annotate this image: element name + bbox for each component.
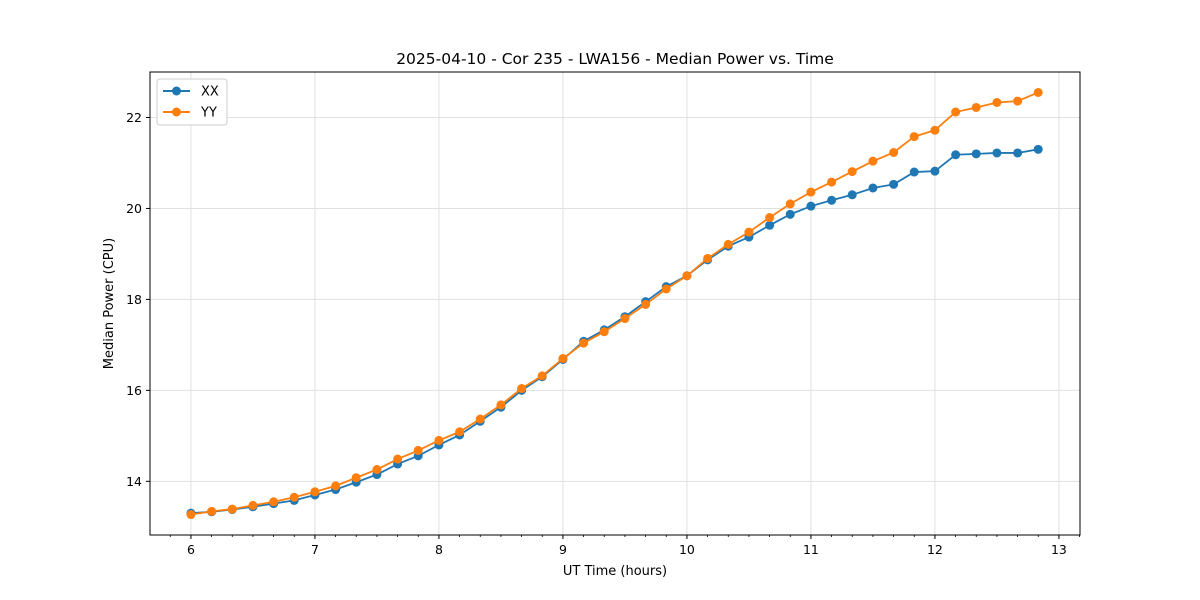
series-yy-point <box>558 354 568 364</box>
series-yy-point <box>579 338 589 348</box>
y-axis-title: Median Power (CPU) <box>102 238 117 369</box>
x-tick-label: 11 <box>803 542 819 557</box>
legend-yy-marker <box>172 107 181 117</box>
series-yy-point <box>682 271 692 281</box>
series-yy-point <box>889 148 899 158</box>
x-tick-label: 10 <box>679 542 695 557</box>
series-xx-point <box>868 183 878 193</box>
series-xx-point <box>889 179 899 189</box>
x-tick-label: 7 <box>311 542 319 557</box>
legend-xx-marker <box>172 86 181 96</box>
series-yy-point <box>599 327 609 337</box>
series-xx-point <box>1013 148 1023 158</box>
series-xx-point <box>971 149 981 159</box>
series-yy-point <box>806 187 816 197</box>
series-yy-point <box>620 314 630 324</box>
series-xx-point <box>930 166 940 176</box>
series-yy-point <box>785 199 795 209</box>
series-yy-point <box>310 487 320 497</box>
series-yy-point <box>1033 87 1043 97</box>
x-axis-title: UT Time (hours) <box>563 564 667 579</box>
series-yy-point <box>909 132 919 142</box>
x-tick-label: 13 <box>1051 542 1067 557</box>
series-xx-point <box>806 201 816 211</box>
series-yy-point <box>930 125 940 135</box>
series-yy-point <box>475 414 485 424</box>
series-yy-point <box>951 107 961 117</box>
series-yy-point <box>971 102 981 112</box>
x-tick-label: 6 <box>187 542 195 557</box>
series-yy-point <box>641 299 651 309</box>
y-tick-label: 16 <box>126 383 142 398</box>
series-yy-point <box>372 465 382 475</box>
series-yy-point <box>537 371 547 381</box>
legend: XX YY <box>156 78 228 126</box>
series-yy-point <box>868 156 878 166</box>
series-yy-point <box>827 177 837 187</box>
series-yy-point <box>269 497 279 507</box>
series-yy-point <box>661 284 671 294</box>
x-tick-label: 8 <box>435 542 443 557</box>
series-yy-point <box>393 454 403 464</box>
series-yy-point <box>723 239 733 249</box>
series-xx-point <box>785 209 795 219</box>
y-tick-label: 22 <box>126 110 142 125</box>
grid <box>150 72 1080 535</box>
series-xx-point <box>909 167 919 177</box>
plot-frame <box>149 71 1081 536</box>
series-xx-point <box>765 220 775 230</box>
series-yy-point <box>331 481 341 491</box>
x-axis-ticks: 6 7 8 9 10 11 12 13 <box>169 535 1080 557</box>
series-yy-point <box>765 213 775 223</box>
series-yy-point <box>992 97 1002 107</box>
series-yy-point <box>413 445 423 455</box>
series-layer <box>186 87 1043 520</box>
series-yy-point <box>186 510 196 520</box>
y-tick-label: 14 <box>126 474 142 489</box>
chart-title: 2025-04-10 - Cor 235 - LWA156 - Median P… <box>396 50 834 68</box>
series-yy-point <box>289 492 299 502</box>
series-yy-point <box>744 227 754 237</box>
series-xx-point <box>992 148 1002 158</box>
legend-xx-label: XX <box>201 85 219 100</box>
series-xx-point <box>951 150 961 160</box>
series-yy-point <box>847 167 857 177</box>
series-xx-point <box>847 190 857 200</box>
series-yy-point <box>434 435 444 445</box>
x-tick-label: 12 <box>927 542 943 557</box>
series-xx-point <box>827 195 837 205</box>
series-yy-point <box>248 500 258 510</box>
series-yy-point <box>1013 96 1023 106</box>
series-yy-point <box>455 427 465 437</box>
y-tick-label: 20 <box>126 201 142 216</box>
x-tick-label: 9 <box>559 542 567 557</box>
series-yy <box>186 87 1043 520</box>
series-xx-point <box>1033 144 1043 154</box>
series-yy-point <box>496 400 506 410</box>
series-yy-point <box>351 473 361 483</box>
series-yy-point <box>517 384 527 394</box>
series-yy-point <box>227 504 237 514</box>
series-yy-point <box>207 506 217 516</box>
series-yy-point <box>703 253 713 263</box>
y-tick-label: 18 <box>126 292 142 307</box>
legend-yy-label: YY <box>200 106 217 121</box>
y-axis-ticks: 14 16 18 20 22 <box>126 110 150 489</box>
